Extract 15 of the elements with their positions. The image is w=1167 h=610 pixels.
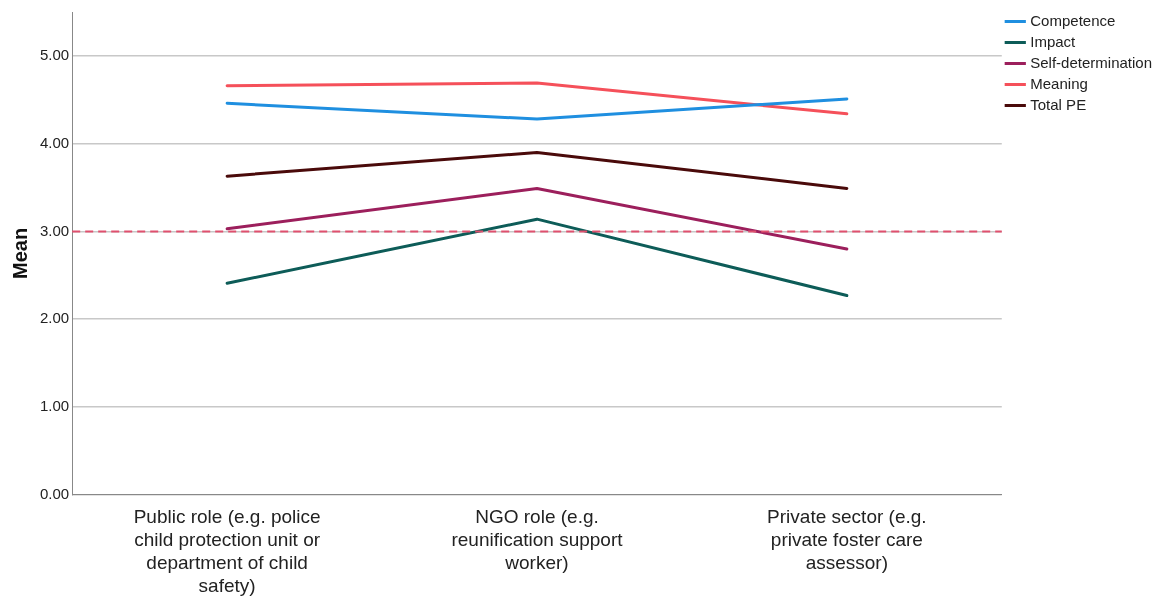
y-tick-label: 1.00: [39, 397, 70, 415]
legend-label: Total PE: [1030, 95, 1087, 113]
legend-label: Self-determination: [1030, 53, 1153, 71]
y-tick-label: 5.00: [39, 46, 70, 64]
legend-label: Impact: [1030, 32, 1077, 50]
x-tick-label: NGO role (e.g. reunification support worker): [451, 506, 624, 574]
y-tick-label: 2.00: [39, 309, 70, 327]
legend-label: Meaning: [1030, 74, 1088, 92]
y-tick-label: 4.00: [39, 133, 70, 151]
y-tick-label: 0.00: [39, 484, 70, 502]
y-tick-label: 3.00: [39, 221, 70, 239]
x-tick-label: Private sector (e.g. private foster care assessor): [767, 506, 927, 574]
x-tick-label: Public role (e.g. police child protection unit or department of child safety): [133, 506, 321, 596]
y-axis-title: Mean: [8, 227, 31, 279]
legend-label: Competence: [1030, 11, 1116, 29]
